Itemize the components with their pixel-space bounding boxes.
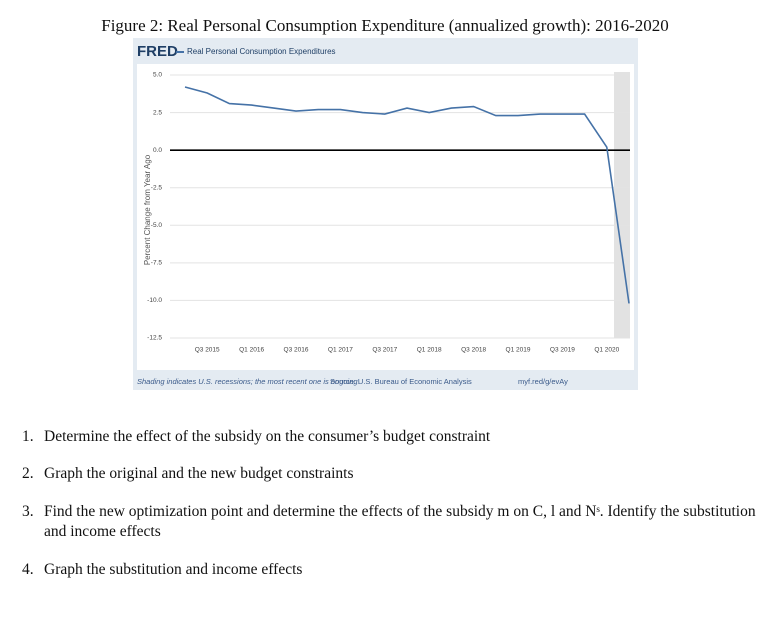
x-tick-label: Q1 2020 (594, 347, 619, 354)
chart-link: myf.red/g/evAy (518, 377, 568, 386)
question: 1. Determine the effect of the subsidy on… (22, 427, 762, 447)
x-tick-label: Q3 2018 (461, 347, 486, 354)
y-tick-label: 0.0 (153, 147, 162, 154)
chart-source: Source: U.S. Bureau of Economic Analysis (330, 377, 472, 386)
y-axis-label: Percent Change from Year Ago (143, 154, 152, 265)
chart: FRED Percent Change from Year Ago Shadin… (133, 38, 638, 390)
question-number: 4. (22, 561, 34, 578)
x-tick-label: Q1 2017 (328, 347, 353, 354)
brand-logo: FRED (137, 43, 178, 60)
question: 2. Graph the original and the new budget … (22, 464, 762, 484)
legend-label: Real Personal Consumption Expenditures (187, 47, 336, 56)
x-tick-label: Q1 2018 (417, 347, 442, 354)
question-text: Find the new optimization point and dete… (44, 503, 756, 540)
question-number: 1. (22, 428, 34, 445)
recession-shading (614, 72, 630, 338)
chart-note: Shading indicates U.S. recessions; the m… (137, 377, 360, 386)
y-tick-label: -12.5 (147, 335, 162, 342)
y-tick-label: -2.5 (151, 184, 163, 191)
y-tick-label: -10.0 (147, 297, 162, 304)
x-tick-label: Q3 2015 (195, 347, 220, 354)
question: 4. Graph the substitution and income effe… (22, 560, 762, 580)
question-number: 2. (22, 465, 34, 482)
y-tick-label: -5.0 (151, 222, 163, 229)
y-tick-label: -7.5 (151, 260, 163, 267)
y-tick-label: 2.5 (153, 109, 162, 116)
question: 3. Find the new optimization point and de… (22, 502, 762, 542)
x-tick-label: Q3 2017 (372, 347, 397, 354)
question-text: Graph the substitution and income effect… (44, 561, 303, 578)
question-number: 3. (22, 503, 34, 520)
question-text: Determine the effect of the subsidy on t… (44, 428, 491, 445)
x-tick-label: Q1 2016 (239, 347, 264, 354)
plot-background (137, 64, 634, 370)
figure-title: Figure 2: Real Personal Consumption Expe… (101, 16, 669, 35)
series-line (184, 86, 630, 304)
x-tick-label: Q1 2019 (506, 347, 531, 354)
x-tick-label: Q3 2019 (550, 347, 575, 354)
y-tick-label: 5.0 (153, 72, 162, 79)
x-tick-label: Q3 2016 (284, 347, 309, 354)
question-text: Graph the original and the new budget co… (44, 465, 354, 482)
